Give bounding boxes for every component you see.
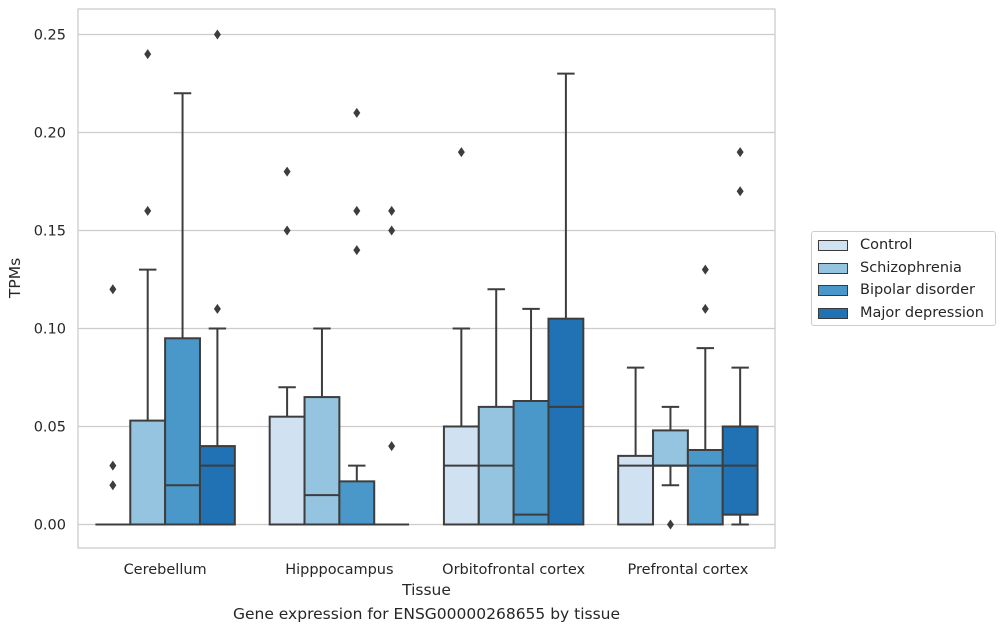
box-group [374, 205, 410, 526]
box [129, 419, 167, 526]
box [512, 400, 550, 526]
box-group [721, 147, 759, 526]
legend-swatch [818, 307, 848, 319]
outlier-point [144, 49, 152, 60]
box-group [477, 288, 515, 526]
outlier-point [666, 519, 674, 530]
box-group [338, 107, 376, 526]
outlier-point [283, 166, 291, 177]
outlier-point [353, 245, 361, 256]
outlier-point [701, 264, 709, 275]
box [617, 454, 655, 526]
y-tick-label: 0.25 [34, 27, 66, 43]
axes: 0.00 0.05 0.10 0.15 0.20 0.25 Cerebellum Hipppo… [34, 27, 749, 578]
box [198, 445, 236, 526]
legend-item-schizophrenia: Schizophrenia [818, 259, 962, 277]
box-group [95, 284, 131, 526]
legend-label: Schizophrenia [860, 260, 962, 276]
outlier-point [109, 460, 117, 471]
legend-swatch [818, 262, 848, 274]
x-tick-label: Hipppocampus [285, 562, 393, 578]
outlier-point [213, 303, 221, 314]
x-tick-label: Prefrontal cortex [627, 562, 748, 578]
x-axis-label: Tissue [401, 581, 451, 599]
y-tick-label: 0.10 [34, 321, 66, 337]
outlier-point [457, 147, 465, 158]
legend: Control Schizophrenia Bipolar disorder M… [811, 231, 996, 326]
box [303, 396, 341, 526]
outlier-point [736, 186, 744, 197]
outlier-point [283, 225, 291, 236]
box-group [547, 72, 585, 526]
outlier-point [353, 205, 361, 216]
legend-label: Bipolar disorder [860, 282, 975, 298]
box [164, 337, 201, 526]
outlier-point [388, 441, 396, 452]
box-group [617, 366, 655, 526]
legend-item-major-depression: Major depression [818, 304, 984, 322]
y-tick-label: 0.15 [34, 223, 66, 239]
y-tick-label: 0.00 [34, 517, 66, 533]
y-tick-label: 0.05 [34, 419, 66, 435]
outlier-point [109, 480, 117, 491]
x-tick-label: Cerebellum [124, 562, 207, 578]
outlier-point [353, 107, 361, 118]
box [721, 425, 759, 516]
box-group [652, 405, 689, 530]
outlier-point [109, 284, 117, 295]
legend-item-control: Control [818, 236, 912, 254]
box-group [129, 49, 167, 526]
box [268, 415, 306, 526]
box-group [198, 29, 236, 526]
box [686, 449, 724, 526]
box [547, 317, 585, 526]
legend-item-bipolar-disorder: Bipolar disorder [818, 281, 975, 299]
box [442, 425, 480, 526]
boxes [95, 29, 759, 530]
legend-label: Control [860, 237, 913, 253]
legend-label: Major depression [860, 305, 984, 321]
outlier-point [213, 29, 221, 40]
box-group [303, 327, 341, 526]
legend-swatch [818, 284, 848, 296]
box [652, 429, 689, 467]
outlier-point [701, 303, 709, 314]
box [338, 480, 376, 526]
outlier-point [144, 205, 152, 216]
legend-swatch [818, 239, 848, 251]
outlier-point [736, 147, 744, 158]
chart-caption: Gene expression for ENSG00000268655 by t… [232, 605, 621, 623]
y-axis-label: TPMs [6, 258, 24, 299]
outlier-point [388, 205, 396, 216]
x-tick-label: Orbitofrontal cortex [442, 562, 585, 578]
outlier-point [388, 225, 396, 236]
box-group [512, 307, 550, 526]
box-group [164, 92, 201, 526]
y-tick-label: 0.20 [34, 125, 66, 141]
